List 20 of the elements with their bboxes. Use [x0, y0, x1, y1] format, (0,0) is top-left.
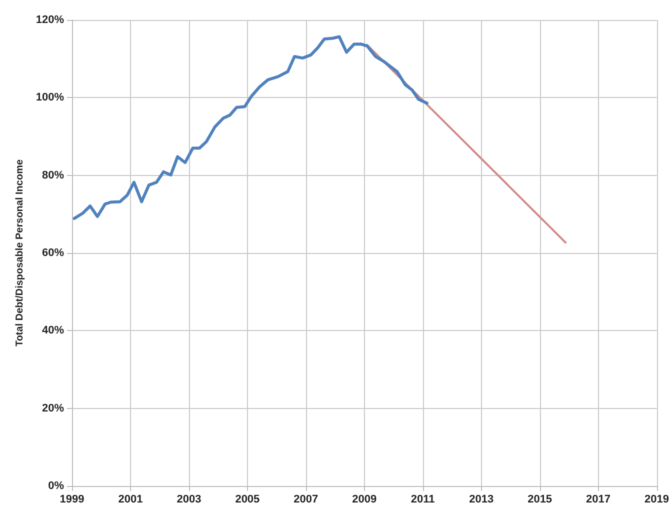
y-tick-label: 60%: [42, 247, 64, 259]
x-tick-label: 2003: [176, 494, 202, 506]
line-series: [72, 35, 428, 220]
y-tick-label: 120%: [36, 14, 64, 26]
x-tick-label: 1999: [60, 494, 84, 506]
y-tick-label: 100%: [36, 92, 64, 104]
y-tick-label: 80%: [42, 169, 64, 182]
x-tick-label: 2015: [528, 494, 552, 506]
y-tick-label: 40%: [42, 324, 64, 337]
y-axis-title: Total Debt/Disposable Personal Income: [14, 159, 26, 347]
x-tick-label: 2005: [235, 494, 260, 506]
x-tick-label: 2007: [294, 494, 318, 506]
x-tick-label: 2011: [410, 494, 435, 506]
y-tick-label: 20%: [42, 402, 64, 414]
y-tick-label: 0%: [48, 480, 64, 492]
x-tick-label: 2017: [586, 494, 611, 506]
x-tick-label: 2009: [352, 494, 377, 506]
x-tick-label: 2001: [118, 494, 143, 506]
x-tick-label: 2019: [644, 494, 670, 506]
x-tick-label: 2013: [469, 494, 494, 506]
